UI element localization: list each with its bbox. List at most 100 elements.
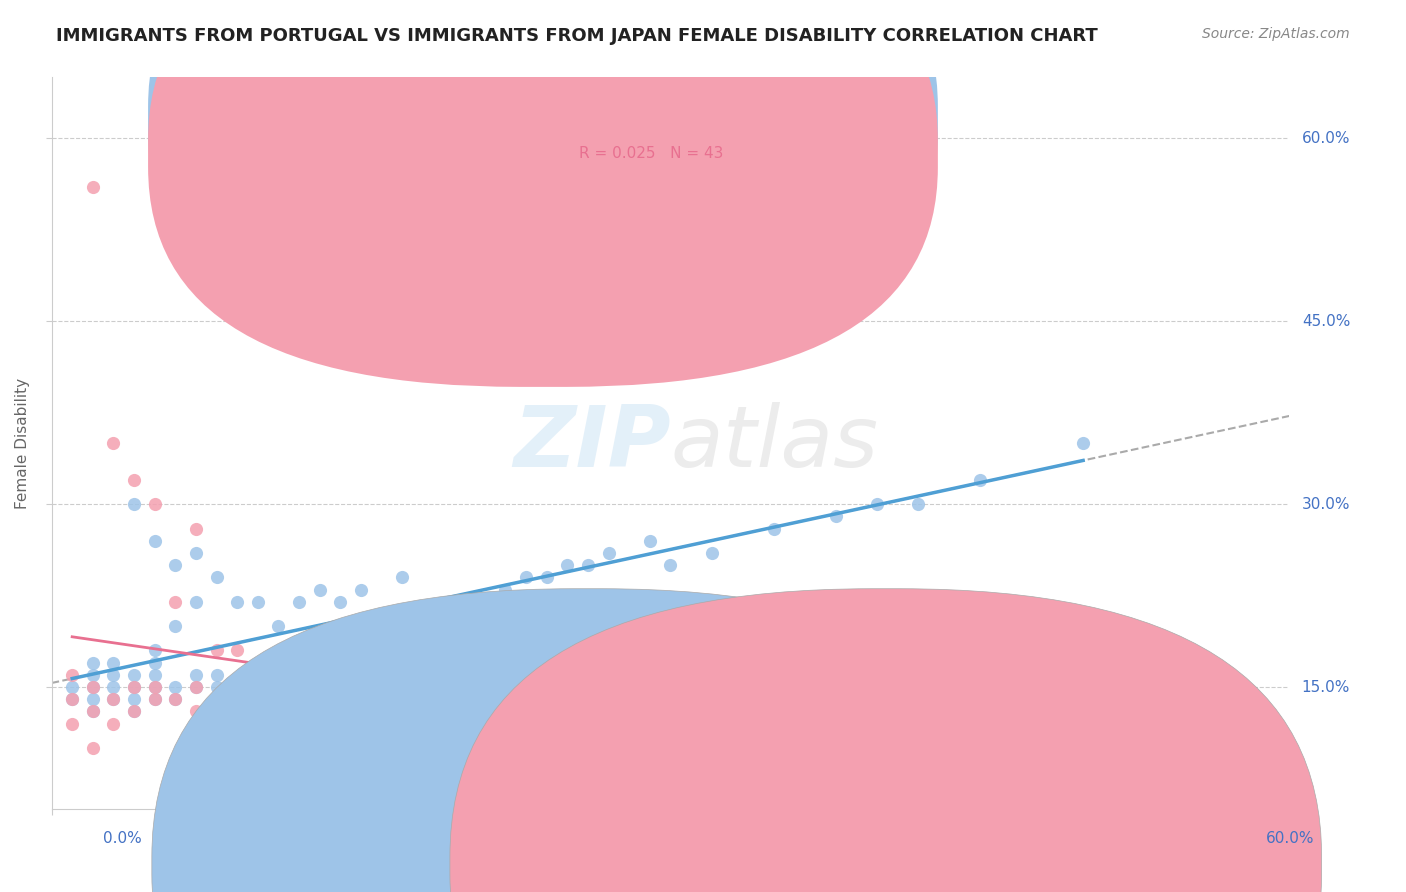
- Point: [143, 533, 166, 548]
- Point: [474, 595, 496, 609]
- Point: [536, 570, 558, 584]
- Point: [205, 570, 228, 584]
- Point: [165, 680, 187, 694]
- Point: [122, 497, 145, 511]
- Point: [370, 692, 392, 706]
- Point: [350, 632, 373, 646]
- Point: [60, 716, 83, 731]
- Point: [267, 656, 290, 670]
- Point: [267, 668, 290, 682]
- Text: 30.0%: 30.0%: [1302, 497, 1350, 512]
- Text: Immigrants from Portugal: Immigrants from Portugal: [609, 858, 806, 872]
- FancyBboxPatch shape: [148, 0, 938, 353]
- Point: [576, 558, 599, 573]
- Point: [143, 656, 166, 670]
- Point: [205, 680, 228, 694]
- Point: [165, 692, 187, 706]
- Point: [184, 546, 207, 560]
- Point: [329, 680, 352, 694]
- Point: [82, 180, 104, 194]
- Point: [329, 595, 352, 609]
- Point: [329, 643, 352, 657]
- Point: [82, 668, 104, 682]
- Point: [82, 741, 104, 756]
- Point: [205, 643, 228, 657]
- Text: 60.0%: 60.0%: [1267, 831, 1315, 846]
- FancyBboxPatch shape: [450, 589, 1322, 892]
- Point: [412, 607, 434, 621]
- Point: [267, 619, 290, 633]
- Point: [288, 595, 311, 609]
- Point: [267, 692, 290, 706]
- Point: [598, 692, 620, 706]
- Point: [515, 570, 537, 584]
- Point: [205, 692, 228, 706]
- Point: [60, 668, 83, 682]
- Point: [184, 680, 207, 694]
- Point: [308, 668, 330, 682]
- Point: [350, 668, 373, 682]
- Point: [412, 668, 434, 682]
- Point: [184, 680, 207, 694]
- Text: R = 0.437   N = 70: R = 0.437 N = 70: [579, 112, 723, 128]
- Point: [453, 668, 475, 682]
- Point: [103, 692, 125, 706]
- Point: [143, 680, 166, 694]
- Point: [391, 753, 413, 767]
- Point: [184, 595, 207, 609]
- Point: [928, 778, 950, 792]
- FancyBboxPatch shape: [152, 589, 1024, 892]
- Point: [122, 705, 145, 719]
- Point: [246, 668, 269, 682]
- Point: [122, 473, 145, 487]
- Point: [143, 692, 166, 706]
- Point: [762, 522, 785, 536]
- Point: [494, 705, 516, 719]
- Text: ZIP: ZIP: [513, 401, 671, 484]
- Point: [82, 656, 104, 670]
- Point: [226, 643, 249, 657]
- Point: [308, 582, 330, 597]
- Point: [184, 668, 207, 682]
- Point: [638, 741, 661, 756]
- Point: [226, 680, 249, 694]
- Text: Source: ZipAtlas.com: Source: ZipAtlas.com: [1202, 27, 1350, 41]
- Point: [391, 570, 413, 584]
- Point: [308, 643, 330, 657]
- Point: [60, 692, 83, 706]
- FancyBboxPatch shape: [498, 92, 838, 184]
- Point: [555, 558, 578, 573]
- Point: [143, 643, 166, 657]
- Point: [103, 668, 125, 682]
- Point: [432, 607, 454, 621]
- Text: 60.0%: 60.0%: [1302, 131, 1350, 146]
- Text: 45.0%: 45.0%: [1302, 314, 1350, 329]
- Point: [246, 656, 269, 670]
- Point: [165, 558, 187, 573]
- Point: [165, 692, 187, 706]
- Point: [907, 497, 929, 511]
- Point: [143, 668, 166, 682]
- Point: [432, 753, 454, 767]
- Point: [103, 680, 125, 694]
- Text: IMMIGRANTS FROM PORTUGAL VS IMMIGRANTS FROM JAPAN FEMALE DISABILITY CORRELATION : IMMIGRANTS FROM PORTUGAL VS IMMIGRANTS F…: [56, 27, 1098, 45]
- Point: [453, 595, 475, 609]
- Point: [82, 705, 104, 719]
- Point: [226, 595, 249, 609]
- Point: [143, 497, 166, 511]
- Point: [969, 473, 991, 487]
- Point: [494, 582, 516, 597]
- Point: [700, 546, 723, 560]
- Point: [288, 656, 311, 670]
- Point: [165, 595, 187, 609]
- Point: [370, 619, 392, 633]
- Point: [246, 668, 269, 682]
- Point: [143, 680, 166, 694]
- Point: [638, 533, 661, 548]
- Point: [122, 668, 145, 682]
- Point: [226, 692, 249, 706]
- Point: [866, 497, 889, 511]
- Point: [122, 680, 145, 694]
- Point: [60, 680, 83, 694]
- FancyBboxPatch shape: [148, 0, 938, 387]
